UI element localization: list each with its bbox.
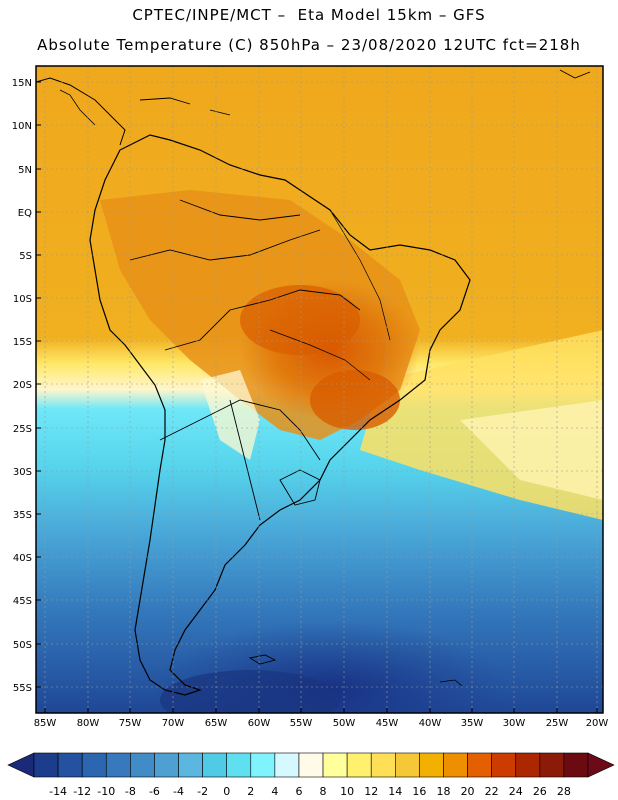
lon-tick-label: 45W xyxy=(376,718,399,729)
colorbar-segment xyxy=(202,752,227,778)
colorbar-segment xyxy=(298,752,324,778)
lon-tick-label: 55W xyxy=(290,718,313,729)
lat-tick-label: 30S xyxy=(13,467,32,478)
colorbar-segment xyxy=(57,752,83,778)
colorbar-label: -2 xyxy=(197,785,208,798)
colorbar-segment xyxy=(515,752,541,778)
colorbar-segment xyxy=(322,752,348,778)
colorbar-label: -4 xyxy=(173,785,184,798)
colorbar-segment xyxy=(250,752,276,778)
colorbar-label: 8 xyxy=(320,785,327,798)
colorbar-label: 0 xyxy=(223,785,230,798)
map-frame xyxy=(35,65,604,714)
colorbar-label: 4 xyxy=(271,785,278,798)
colorbar-labels: -14 -12 -10 -8 -6 -4 -2 0 2 4 6 8 10 12 14 16 18 20 22 24 26… xyxy=(49,785,571,798)
colorbar-label: -12 xyxy=(73,785,91,798)
colorbar-segment xyxy=(346,752,372,778)
colorbar-segment xyxy=(539,752,565,778)
longitude-axis: 85W 80W 75W 70W 65W 60W 55W 50W 45W 40W 35W 30W 25W 2… xyxy=(34,708,609,729)
lat-tick-label: 15N xyxy=(12,78,32,89)
south-america-coastline xyxy=(89,134,471,696)
colorbar-segment xyxy=(130,752,155,778)
lon-tick-label: 40W xyxy=(419,718,442,729)
colorbar xyxy=(7,752,615,778)
colorbar-label: 6 xyxy=(295,785,302,798)
colorbar-segment xyxy=(178,752,203,778)
colorbar-label: 22 xyxy=(485,785,499,798)
lat-tick-label: 5N xyxy=(18,165,32,176)
colorbar-under-arrow xyxy=(7,752,35,778)
latitude-axis: 15N 10N 5N EQ 5S 10S 15S 20S 25S 30S 35S 40S 45S 50S 5… xyxy=(12,78,41,694)
colorbar-segment xyxy=(467,752,492,778)
lat-tick-label: 10N xyxy=(12,121,32,132)
colorbar-label: 10 xyxy=(340,785,354,798)
lon-tick-label: 50W xyxy=(333,718,356,729)
lon-tick-label: 60W xyxy=(248,718,271,729)
colorbar-label: 20 xyxy=(461,785,475,798)
colorbar-label: 12 xyxy=(364,785,378,798)
colorbar-segment xyxy=(33,752,59,778)
colorbar-label: -8 xyxy=(125,785,136,798)
lat-tick-label: 20S xyxy=(13,380,32,391)
colorbar-label: 28 xyxy=(557,785,571,798)
lat-tick-label: 15S xyxy=(13,337,32,348)
colorbar-label: -6 xyxy=(149,785,160,798)
colorbar-label: -10 xyxy=(97,785,115,798)
colorbar-label: 16 xyxy=(412,785,426,798)
lat-tick-label: 10S xyxy=(13,294,32,305)
lon-tick-label: 80W xyxy=(77,718,100,729)
colorbar-segment xyxy=(105,752,131,778)
colorbar-label: 2 xyxy=(247,785,254,798)
lat-tick-label: 40S xyxy=(13,553,32,564)
colorbar-segment xyxy=(443,752,468,778)
colorbar-segment xyxy=(154,752,179,778)
temperature-field xyxy=(36,66,603,713)
lon-tick-label: 85W xyxy=(34,718,57,729)
colorbar-label: -14 xyxy=(49,785,67,798)
lat-tick-label: 45S xyxy=(13,596,32,607)
lon-tick-label: 20W xyxy=(586,718,609,729)
colorbar-segment xyxy=(81,752,107,778)
colorbar-label: 14 xyxy=(388,785,402,798)
colorbar-label: 24 xyxy=(509,785,523,798)
lat-tick-label: 50S xyxy=(13,640,32,651)
colorbar-segment xyxy=(274,752,300,778)
lon-tick-label: 30W xyxy=(503,718,526,729)
colorbar-segment xyxy=(491,752,517,778)
lat-tick-label: 55S xyxy=(13,683,32,694)
colorbar-segment xyxy=(395,752,420,778)
lon-tick-label: 35W xyxy=(461,718,484,729)
colorbar-segment xyxy=(370,752,396,778)
lon-tick-label: 65W xyxy=(205,718,228,729)
lat-tick-label: 25S xyxy=(13,424,32,435)
lon-tick-label: 70W xyxy=(162,718,185,729)
lat-tick-label: EQ xyxy=(18,208,32,219)
colorbar-label: 26 xyxy=(533,785,547,798)
lon-tick-label: 25W xyxy=(546,718,569,729)
colorbar-over-arrow xyxy=(587,752,615,778)
colorbar-segment xyxy=(419,752,444,778)
title-variable: Absolute Temperature (C) 850hPa – 23/08/… xyxy=(37,36,581,54)
colorbar-segment xyxy=(226,752,252,778)
colorbar-segment xyxy=(563,752,589,778)
lat-tick-label: 35S xyxy=(13,510,32,521)
lat-tick-label: 5S xyxy=(19,251,32,262)
title-model: CPTEC/INPE/MCT – Eta Model 15km – GFS xyxy=(132,6,486,24)
colorbar-label: 18 xyxy=(436,785,450,798)
lon-tick-label: 75W xyxy=(119,718,142,729)
